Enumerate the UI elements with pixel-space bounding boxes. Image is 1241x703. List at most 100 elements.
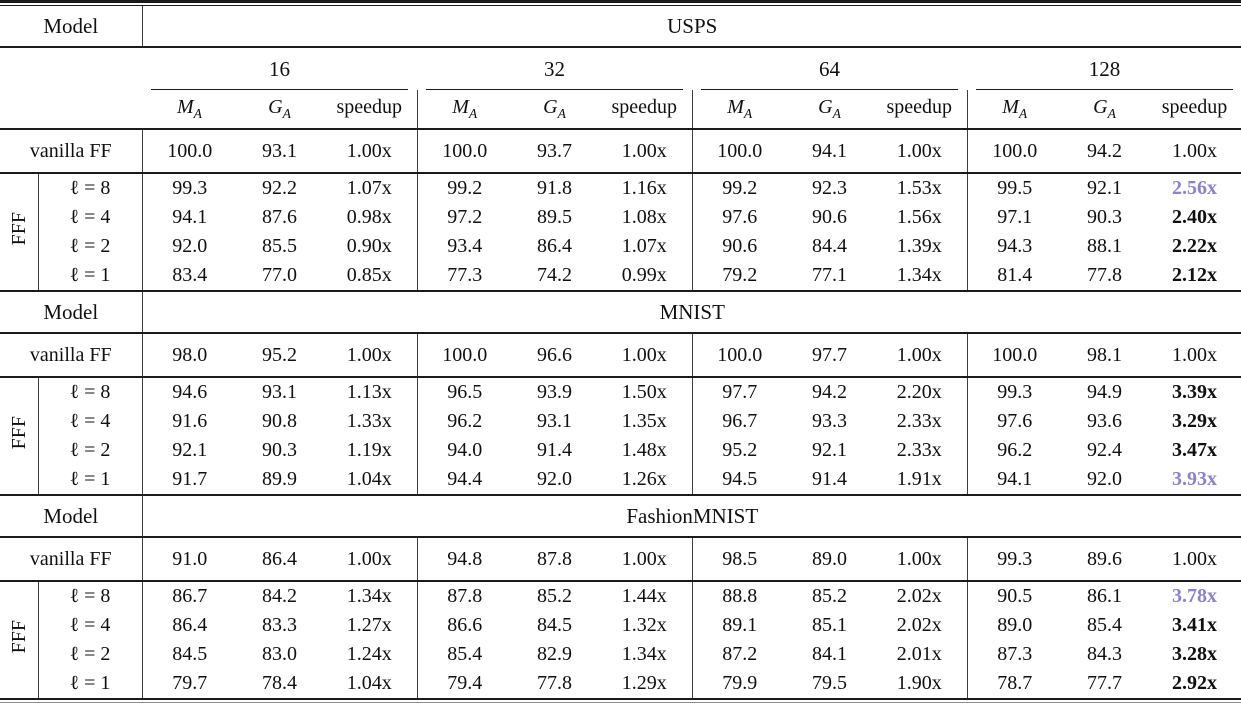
metric-header-base: M [727,96,744,118]
metric-value: 86.4 [537,235,572,257]
spacer-cell [0,48,142,90]
fff-group-label: FFF [7,416,30,450]
speedup-value: 1.00x [346,547,392,570]
speedup-value: 1.19x [346,439,392,461]
speedup-value: 1.00x [346,139,392,162]
metric-value: 86.7 [172,585,208,607]
metric-value: 85.1 [812,614,847,636]
metric-value: 83.3 [262,614,297,636]
metric-header: GA [237,90,322,129]
metric-value: 89.6 [1087,547,1122,570]
metric-header-label: MA [727,96,752,121]
speedup-value: 3.39x [1172,381,1217,403]
metric-value: 93.1 [537,410,572,432]
metric-value: 98.0 [172,343,208,366]
metric-value: 87.2 [691,640,787,669]
metric-value: 84.4 [812,235,847,257]
metric-value: 79.2 [691,261,787,291]
metric-value: 97.6 [691,203,787,232]
metric-header-base: M [452,96,469,118]
metric-value: 86.1 [1087,585,1122,607]
speedup-value: 1.56x [896,206,942,228]
metric-header-base: speedup [611,96,678,118]
metric-header-base: speedup [1161,96,1228,118]
metric-value: 83.4 [172,264,208,286]
speedup-value: 1.26x [621,468,667,490]
dataset-title: FashionMNIST [626,503,759,528]
speedup-value: 1.00x [896,139,942,162]
group-size-header: 64 [692,48,967,90]
metric-value: 100.0 [966,130,1062,173]
speedup-value: 2.02x [896,614,942,636]
speedup-value: 0.98x [346,206,392,228]
metric-value: 85.2 [812,585,847,607]
speedup-value: 1.24x [346,643,392,665]
metric-value: 84.2 [262,585,297,607]
group-size-label: 128 [1088,56,1121,81]
fff-group-label-cell: FFF [0,582,39,699]
metric-header-base: M [1002,96,1019,118]
metric-header-label: GA [543,96,566,121]
metric-header-sub: A [1018,106,1028,121]
metric-value: 88.1 [1087,235,1122,257]
speedup-value: 2.33x [896,439,942,461]
metric-value: 96.5 [416,378,512,407]
metric-value: 92.2 [262,177,297,199]
metric-header-sub: A [1107,106,1116,121]
metric-value: 85.5 [262,235,297,257]
speedup-value: 1.39x [896,235,942,257]
metric-header-sub: A [557,106,566,121]
metric-value: 96.7 [691,407,787,436]
speedup-value: 1.00x [346,343,392,366]
metric-value: 79.7 [172,672,208,694]
metric-header: MA [142,90,237,129]
row-label: vanilla FF [0,130,143,173]
speedup-value: 2.33x [896,410,942,432]
row-label: vanilla FF [0,334,143,377]
metric-value: 91.4 [812,468,847,490]
metric-header-sub: A [468,106,478,121]
speedup-value: 1.00x [621,139,667,162]
metric-value: 89.0 [812,547,847,570]
metric-value: 94.6 [172,381,208,403]
metric-header-base: G [543,96,558,118]
model-header-cell: Model [0,496,143,537]
metric-value: 77.1 [812,264,847,286]
speedup-value: 1.53x [896,177,942,199]
metric-value: 84.5 [537,614,572,636]
metric-value: 92.3 [812,177,847,199]
metric-value: 100.0 [416,130,512,173]
speedup-value: 1.33x [346,410,392,432]
metric-value: 100.0 [416,334,512,377]
metric-header: GA [1062,90,1147,129]
speedup-value: 1.50x [621,381,667,403]
group-size-header: 32 [417,48,692,90]
ell-label: ℓ = 8 [38,582,143,611]
metric-header: MA [691,90,787,129]
metric-value: 99.3 [172,177,208,199]
speedup-value: 1.34x [896,264,942,286]
metric-value: 77.3 [416,261,512,291]
group-size-header: 128 [967,48,1241,90]
metric-header: GA [512,90,597,129]
speedup-value: 1.00x [621,343,667,366]
ell-label: ℓ = 1 [38,465,143,495]
speedup-value: 3.29x [1172,410,1217,432]
speedup-value: 1.35x [621,410,667,432]
speedup-value: 3.93x [1172,468,1217,490]
speedup-value: 2.22x [1172,235,1217,257]
metric-value: 90.8 [262,410,297,432]
metric-header-label: MA [452,96,478,121]
group-size-label: 32 [544,56,565,81]
row-label: vanilla FF [0,538,143,581]
metric-header-base: G [268,96,283,118]
ell-label: ℓ = 2 [38,232,143,261]
ell-label: ℓ = 8 [38,378,143,407]
speedup-value: 0.99x [621,264,667,286]
metric-value: 94.1 [812,139,847,162]
ell-label: ℓ = 4 [38,611,143,640]
speedup-value: 1.00x [896,547,942,570]
metric-value: 90.3 [1087,206,1122,228]
speedup-value: 1.48x [621,439,667,461]
metric-value: 90.6 [812,206,847,228]
